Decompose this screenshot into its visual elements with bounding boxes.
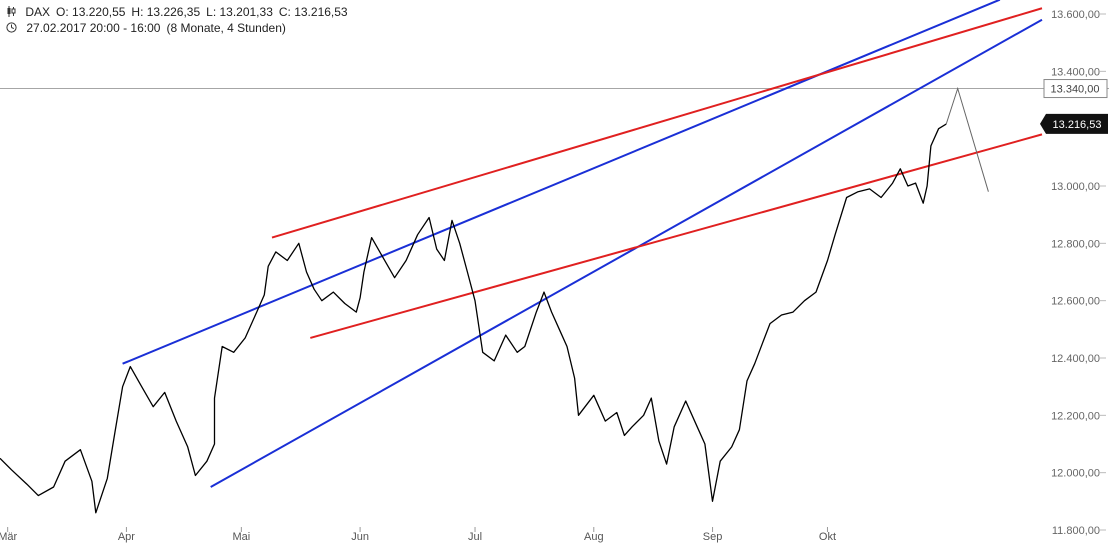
y-tick-label: 12.400,00 <box>1051 353 1100 365</box>
date-range: 27.02.2017 20:00 - 16:00 <box>26 21 161 35</box>
projection-line <box>945 86 989 192</box>
y-tick-label: 13.000,00 <box>1051 181 1100 193</box>
y-tick-label: 12.600,00 <box>1051 296 1100 308</box>
y-tick-label: 12.800,00 <box>1051 238 1100 250</box>
price-series-layer <box>0 123 947 514</box>
candlestick-icon <box>6 5 19 19</box>
x-tick-label: Mär <box>0 531 17 543</box>
x-tick-label: Okt <box>819 531 836 543</box>
trend-line <box>271 7 1043 239</box>
x-tick-label: Aug <box>584 531 604 543</box>
trend-line <box>122 0 1001 365</box>
trend-line <box>210 18 1043 488</box>
trend-line <box>310 133 1043 339</box>
last-price-tag-text: 13.216,53 <box>1053 119 1102 131</box>
price-line <box>0 123 947 514</box>
last-price-tag-bg <box>1040 113 1108 134</box>
clock-icon <box>6 21 20 35</box>
low-value: L: 13.201,33 <box>206 5 273 19</box>
y-tick-label: 13.600,00 <box>1051 9 1100 21</box>
trend-lines-layer <box>122 0 1043 488</box>
x-tick-label: Apr <box>118 531 135 543</box>
y-tick-label: 13.400,00 <box>1051 66 1100 78</box>
y-tick-label: 12.000,00 <box>1051 468 1100 480</box>
level-price-tag-text: 13.340,00 <box>1051 84 1100 96</box>
symbol-name: DAX <box>25 5 51 19</box>
x-tick-label: Jul <box>468 531 482 543</box>
level-price-tag-bg <box>1043 79 1108 99</box>
x-tick-label: Mai <box>232 531 250 543</box>
high-value: H: 13.226,35 <box>131 5 201 19</box>
close-value: C: 13.216,53 <box>278 5 348 19</box>
axis-layer: 11.800,00 12.000,00 12.200,00 12.400,00 12.6… <box>0 9 1108 543</box>
open-value: O: 13.220,55 <box>56 5 126 19</box>
period-label: (8 Monate, 4 Stunden) <box>166 21 286 35</box>
y-tick-label: 11.800,00 <box>1052 525 1100 537</box>
last-price-tag: 13.216,53 <box>1040 113 1108 134</box>
x-tick-label: Sep <box>703 531 723 543</box>
y-tick-label: 12.200,00 <box>1051 410 1100 422</box>
level-price-tag: 13.340,00 <box>1043 79 1108 99</box>
chart-header: DAX O: 13.220,55 H: 13.226,35 L: 13.201,33 C… <box>6 5 354 19</box>
x-tick-label: Jun <box>351 531 369 543</box>
chart-subheader: 27.02.2017 20:00 - 16:00 (8 Monate, 4 Stu… <box>6 21 292 35</box>
